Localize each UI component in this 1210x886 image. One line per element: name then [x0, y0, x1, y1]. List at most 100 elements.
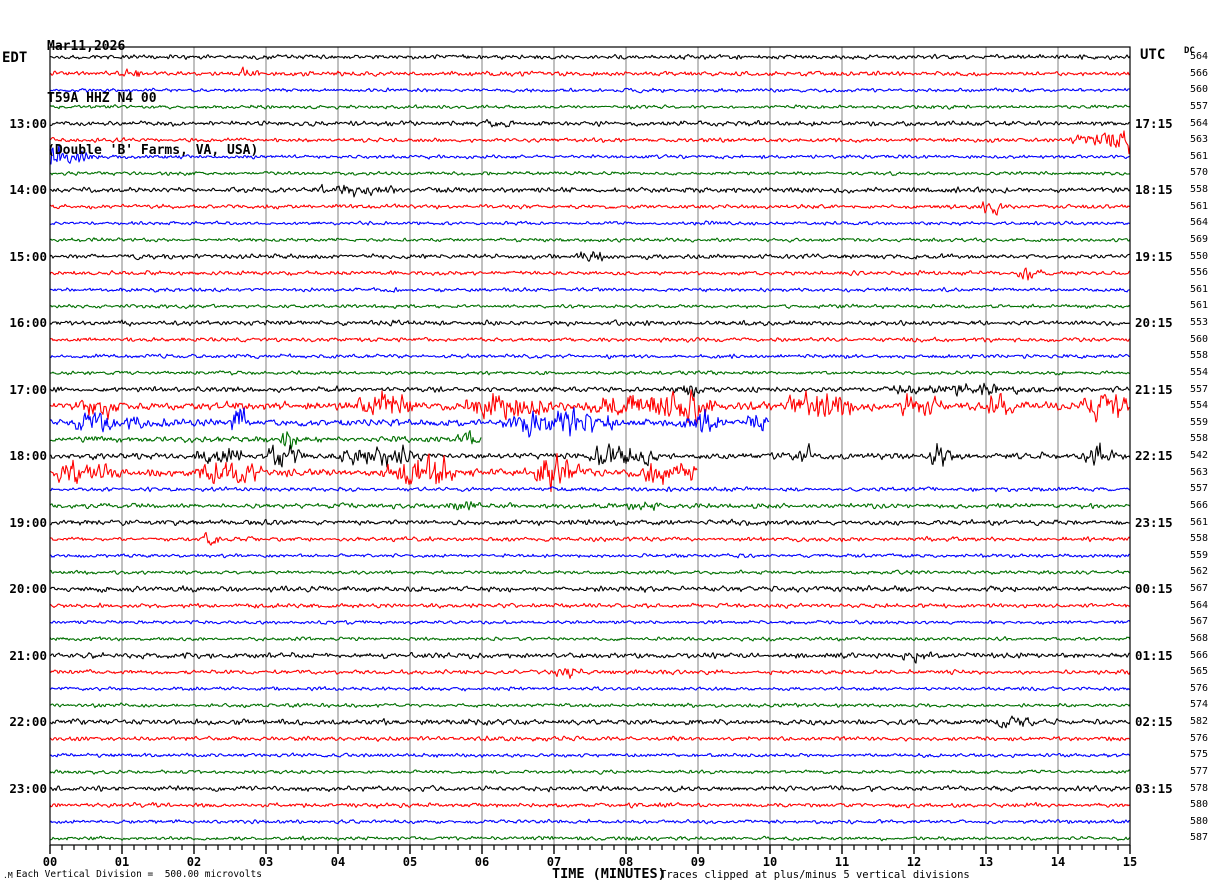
dc-value: 560 — [1189, 333, 1208, 345]
left-hour-label-2300: 23:00 — [9, 780, 47, 796]
dc-value: 561 — [1189, 200, 1208, 212]
dc-value: 576 — [1189, 732, 1208, 744]
dc-value: 564 — [1189, 217, 1208, 229]
dc-value: 567 — [1189, 616, 1208, 628]
dc-value: 567 — [1189, 583, 1208, 594]
trace-row-2330 — [49, 818, 1130, 825]
left-hour-label-1600: 16:00 — [9, 315, 47, 330]
x-tick-label-00: 00 — [42, 855, 58, 869]
trace-row-1515 — [49, 267, 1131, 281]
trace-row-1630 — [49, 353, 1131, 360]
clip-note: Traces clipped at plus/minus 5 vertical … — [660, 869, 970, 881]
dc-value: 566 — [1189, 499, 1208, 511]
x-tick-label-09: 09 — [690, 855, 706, 869]
dc-value: 558 — [1189, 350, 1208, 362]
trace-row-1215 — [49, 66, 1131, 77]
trace-row-1330 — [49, 143, 1131, 165]
dc-value: 565 — [1189, 666, 1208, 678]
trace-row-1730 — [49, 407, 770, 438]
trace-row-1715 — [49, 389, 1131, 424]
dc-value: 559 — [1189, 416, 1208, 428]
footer-marker: .M — [3, 871, 13, 880]
trace-row-2230 — [49, 752, 1131, 759]
trace-row-1600 — [49, 319, 1131, 327]
right-hour-label-1715: 17:15 — [1135, 115, 1173, 131]
scale-note: Each Vertical Division = 500.00 microvol… — [16, 869, 262, 880]
right-hour-label-1915: 19:15 — [1135, 248, 1173, 264]
dc-value: 569 — [1189, 233, 1208, 245]
dc-value: 576 — [1189, 682, 1208, 694]
trace-row-1500 — [49, 251, 1131, 262]
dc-value: 587 — [1189, 832, 1208, 844]
x-tick-label-01: 01 — [114, 855, 130, 869]
dc-value: 562 — [1189, 566, 1208, 578]
dc-value: 558 — [1189, 533, 1208, 545]
trace-row-2345 — [49, 835, 1131, 842]
x-tick-label-13: 13 — [978, 855, 994, 869]
dc-value: 559 — [1189, 549, 1208, 561]
trace-row-1345 — [50, 170, 1131, 177]
x-tick-label-10: 10 — [762, 855, 778, 869]
trace-row-1430 — [49, 220, 1131, 226]
dc-value: 553 — [1189, 317, 1208, 328]
trace-row-1545 — [49, 303, 1131, 310]
x-tick-label-06: 06 — [474, 855, 490, 869]
trace-row-2300 — [49, 784, 1130, 793]
trace-row-1245 — [49, 104, 1131, 110]
right-hour-label-2315: 23:15 — [1135, 514, 1173, 530]
trace-row-2315 — [49, 801, 1131, 809]
x-tick-label-15: 15 — [1122, 855, 1138, 869]
x-tick-label-12: 12 — [906, 855, 922, 869]
title-location: (Double 'B' Farms, VA, USA) — [47, 143, 259, 158]
trace-row-2245 — [49, 769, 1131, 775]
trace-row-1445 — [49, 237, 1131, 243]
left-hour-label-2200: 22:00 — [9, 714, 47, 729]
x-tick-label-02: 02 — [186, 855, 202, 869]
dc-value: 566 — [1189, 67, 1208, 79]
dc-value: 561 — [1189, 150, 1208, 162]
x-tick-label-14: 14 — [1050, 855, 1066, 869]
x-axis-title: TIME (MINUTES) — [552, 866, 666, 882]
trace-row-1945 — [49, 569, 1131, 575]
trace-row-2200 — [49, 715, 1131, 729]
trace-row-1415 — [49, 201, 1131, 216]
dc-value: 558 — [1189, 433, 1208, 445]
dc-value: 554 — [1189, 400, 1208, 412]
plot-frame — [49, 46, 1131, 846]
dc-value: 561 — [1189, 300, 1208, 312]
dc-value: 563 — [1189, 466, 1208, 478]
dc-value: 575 — [1189, 749, 1208, 761]
x-tick-label-04: 04 — [330, 855, 346, 869]
dc-value: 564 — [1189, 117, 1208, 129]
trace-row-2030 — [49, 619, 1131, 625]
dc-value: 556 — [1189, 267, 1208, 279]
dc-value: 561 — [1189, 283, 1208, 295]
dc-value: 554 — [1189, 366, 1208, 378]
trace-row-1200 — [49, 53, 1131, 60]
title-date: Mar11,2026 — [47, 39, 126, 54]
dc-value: 564 — [1189, 51, 1208, 62]
trace-row-1300 — [49, 118, 1131, 128]
dc-value: 563 — [1189, 134, 1208, 146]
trace-row-1315 — [49, 130, 1131, 155]
dc-value: 557 — [1189, 483, 1208, 495]
left-hour-label-2100: 21:00 — [9, 647, 47, 663]
trace-row-2145 — [49, 702, 1131, 709]
dc-value: 577 — [1189, 765, 1208, 777]
left-timezone-label: EDT — [2, 50, 28, 66]
dc-value: 557 — [1189, 383, 1208, 395]
left-hour-label-1900: 19:00 — [9, 514, 47, 530]
right-hour-label-0015: 00:15 — [1135, 581, 1173, 596]
right-hour-label-2215: 22:15 — [1135, 448, 1173, 463]
trace-row-1915 — [50, 531, 1131, 546]
dc-value: 578 — [1189, 782, 1208, 794]
dc-value: 574 — [1189, 699, 1208, 711]
dc-value: 557 — [1189, 100, 1208, 112]
trace-row-1645 — [49, 370, 1131, 376]
left-hour-label-1400: 14:00 — [9, 182, 47, 197]
dc-value: 550 — [1189, 250, 1208, 262]
dc-value: 582 — [1189, 716, 1208, 727]
trace-row-2000 — [49, 584, 1131, 593]
